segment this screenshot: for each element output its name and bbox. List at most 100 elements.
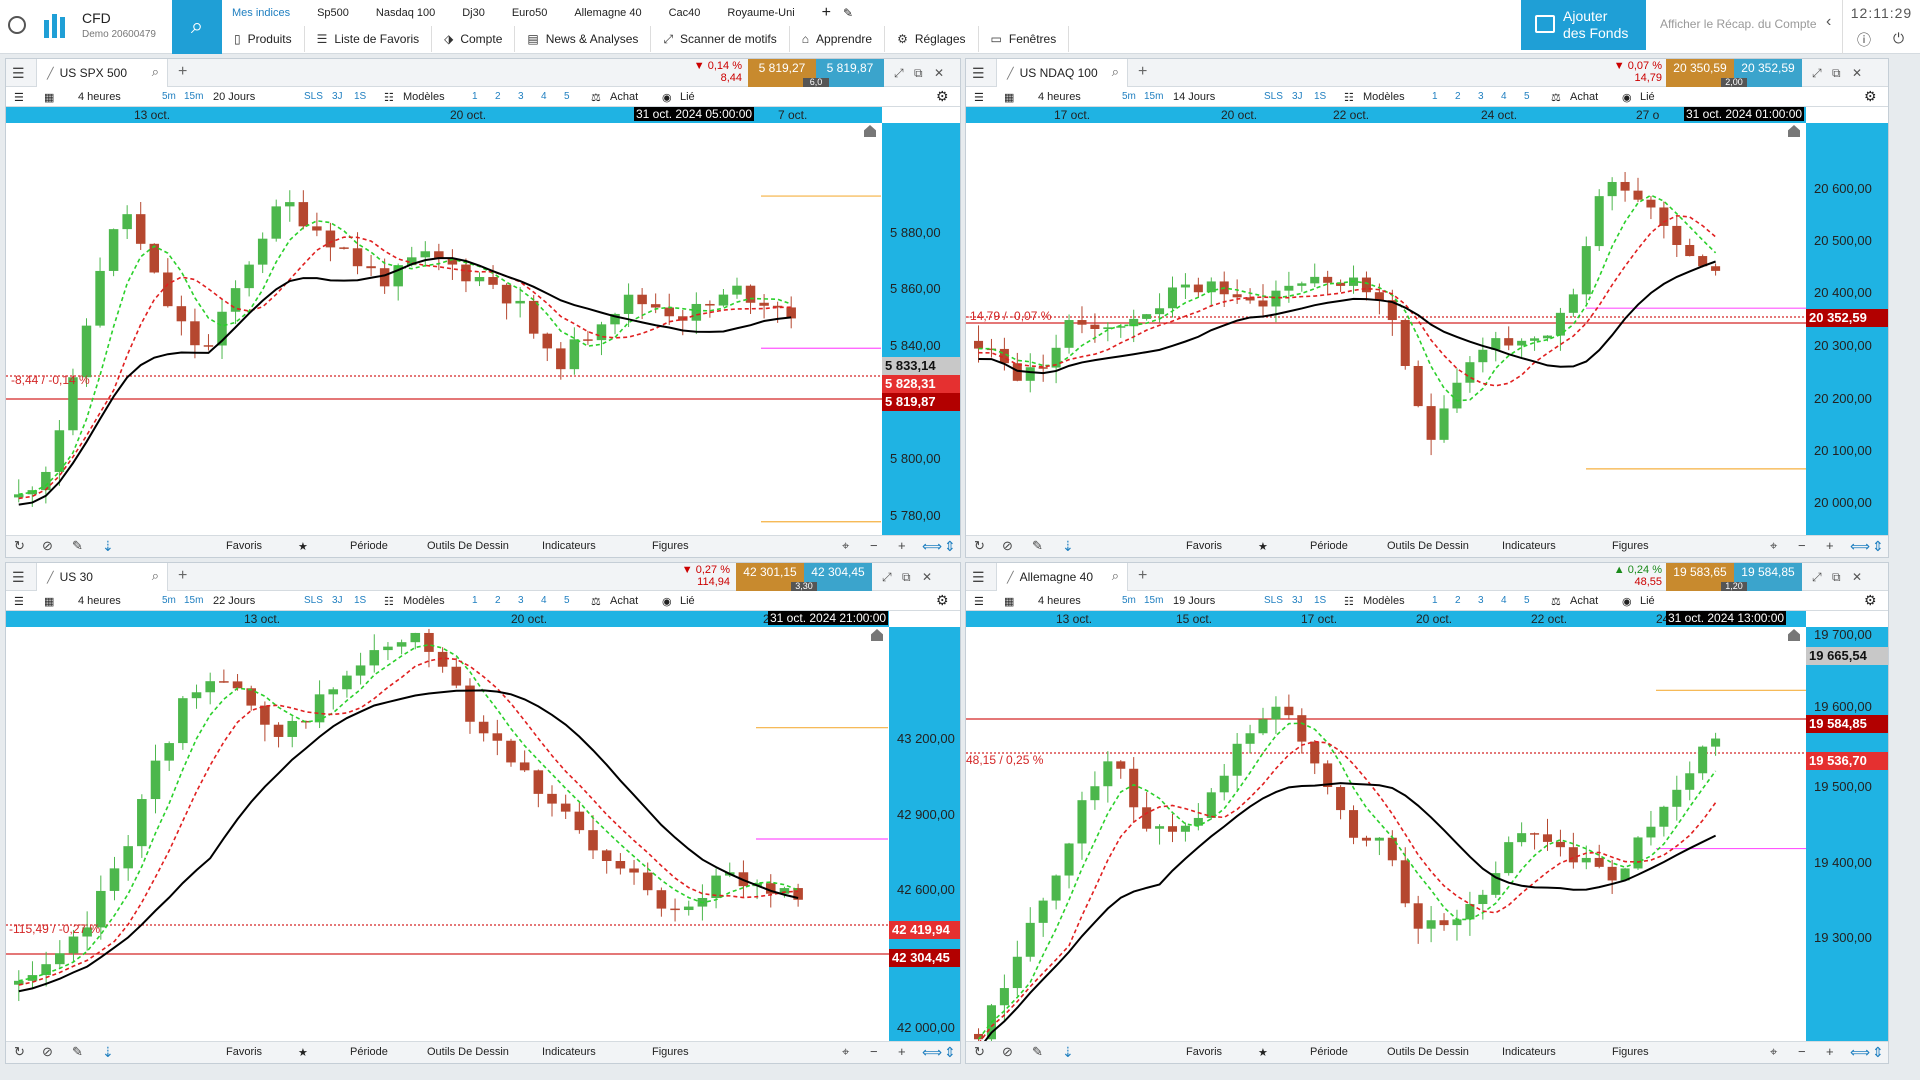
layout-1[interactable]: 1: [472, 91, 478, 102]
zoom-in-icon[interactable]: +: [898, 1044, 906, 1059]
pencil-icon[interactable]: ✎: [1032, 1044, 1043, 1059]
indicators-button[interactable]: Indicateurs: [1502, 540, 1556, 552]
star-icon[interactable]: ★: [298, 541, 308, 553]
figures-button[interactable]: Figures: [1612, 540, 1649, 552]
periode-button[interactable]: Période: [350, 540, 388, 552]
instrument-tab[interactable]: ╱ US 30 ⌕: [36, 563, 168, 591]
zoom-in-icon[interactable]: +: [1826, 538, 1834, 553]
list-icon[interactable]: ☰: [14, 596, 24, 608]
figures-button[interactable]: Figures: [652, 1046, 689, 1058]
favoris-button[interactable]: Favoris: [1186, 1046, 1223, 1058]
price-axis[interactable]: 5 880,00 5 860,00 5 840,00 5 800,00 5 780,00…: [882, 123, 960, 535]
range-sls[interactable]: SLS: [304, 91, 323, 102]
fit-v-icon[interactable]: ⇕: [1872, 1044, 1884, 1060]
fit-v-icon[interactable]: ⇕: [944, 1044, 956, 1060]
refresh-icon[interactable]: ↻: [974, 1044, 985, 1059]
zoom-in-icon[interactable]: +: [898, 538, 906, 553]
link-icon[interactable]: ◉: [662, 596, 672, 608]
instrument-tab[interactable]: ╱ US NDAQ 100 ⌕: [996, 59, 1128, 87]
indicators-button[interactable]: Indicateurs: [1502, 1046, 1556, 1058]
nav-reglages[interactable]: ⚙ Réglages: [885, 26, 979, 52]
add-tab-icon[interactable]: +: [1138, 63, 1148, 80]
cursor-icon[interactable]: ⇣: [1062, 538, 1074, 554]
layout-3[interactable]: 3: [518, 595, 524, 606]
nav-favoris[interactable]: ☰ Liste de Favoris: [305, 26, 433, 52]
layout-5[interactable]: 5: [1524, 595, 1530, 606]
range-sls[interactable]: SLS: [1264, 91, 1283, 102]
expand-icon[interactable]: ⤢: [1812, 570, 1822, 584]
settings-icon[interactable]: ⚙: [1864, 88, 1877, 104]
timeframe-select[interactable]: 4 heures: [78, 91, 121, 103]
info-icon[interactable]: ⓘ: [1857, 32, 1871, 48]
settings-icon[interactable]: ⚙: [936, 88, 949, 104]
user-icon[interactable]: [8, 16, 26, 34]
favoris-button[interactable]: Favoris: [1186, 540, 1223, 552]
price-axis[interactable]: 19 700,00 19 600,00 19 500,00 19 400,00 19 3…: [1806, 627, 1888, 1041]
layout-2[interactable]: 2: [495, 91, 501, 102]
power-icon[interactable]: ⏻: [1893, 30, 1905, 46]
star-icon[interactable]: ★: [1258, 541, 1268, 553]
grid-icon[interactable]: ▦: [44, 92, 55, 104]
search-icon[interactable]: ⌕: [1111, 64, 1119, 79]
block-icon[interactable]: ⊘: [42, 1044, 53, 1059]
indicators-button[interactable]: Indicateurs: [542, 540, 596, 552]
layout-3[interactable]: 3: [1478, 91, 1484, 102]
index-link-euro50[interactable]: Euro50: [511, 7, 548, 19]
layout-2[interactable]: 2: [1455, 595, 1461, 606]
tf-5m[interactable]: 5m: [1122, 595, 1136, 606]
chart-area[interactable]: [6, 123, 882, 535]
block-icon[interactable]: ⊘: [42, 538, 53, 553]
menu-icon[interactable]: ☰: [12, 65, 25, 81]
block-icon[interactable]: ⊘: [1002, 1044, 1013, 1059]
tf-5m[interactable]: 5m: [162, 91, 176, 102]
figures-button[interactable]: Figures: [1612, 1046, 1649, 1058]
range-sls[interactable]: SLS: [304, 595, 323, 606]
linked-label[interactable]: Lié: [680, 91, 695, 103]
figures-button[interactable]: Figures: [652, 540, 689, 552]
periode-button[interactable]: Période: [1310, 540, 1348, 552]
nav-compte[interactable]: ⬗ Compte: [432, 26, 516, 52]
search-icon[interactable]: ⌕: [151, 64, 159, 79]
crosshair-icon[interactable]: ⌖: [1770, 538, 1778, 553]
zoom-out-icon[interactable]: −: [1798, 1044, 1806, 1059]
grid-icon[interactable]: ▦: [1004, 92, 1015, 104]
drawing-tools-button[interactable]: Outils De Dessin: [1387, 540, 1469, 552]
chart-area[interactable]: [6, 627, 889, 1041]
tf-5m[interactable]: 5m: [1122, 91, 1136, 102]
home-icon[interactable]: [1788, 629, 1800, 641]
drawing-tools-button[interactable]: Outils De Dessin: [1387, 1046, 1469, 1058]
models-select[interactable]: Modèles: [1363, 595, 1405, 607]
buy-button[interactable]: Achat: [610, 91, 639, 103]
list-icon[interactable]: ☰: [974, 596, 984, 608]
close-icon[interactable]: ✕: [922, 570, 933, 584]
home-icon[interactable]: [864, 125, 876, 137]
chart-area[interactable]: [966, 627, 1806, 1041]
menu-icon[interactable]: ☰: [12, 569, 25, 585]
buy-price-button[interactable]: 42 304,45: [804, 563, 872, 591]
fit-h-icon[interactable]: ⟺: [1850, 1044, 1871, 1060]
tf-5m[interactable]: 5m: [162, 595, 176, 606]
range-select[interactable]: 22 Jours: [213, 595, 256, 607]
buy-button[interactable]: Achat: [1570, 595, 1599, 607]
pencil-icon[interactable]: ✎: [1032, 538, 1043, 553]
price-axis[interactable]: 43 200,00 42 900,00 42 600,00 42 000,00 42 4…: [889, 627, 960, 1041]
tf-15m[interactable]: 15m: [184, 91, 204, 102]
home-icon[interactable]: [1788, 125, 1800, 137]
tf-15m[interactable]: 15m: [1144, 595, 1164, 606]
range-1s[interactable]: 1S: [1314, 595, 1327, 606]
index-link-mes-indices[interactable]: Mes indices: [232, 7, 291, 19]
layout-1[interactable]: 1: [472, 595, 478, 606]
list-icon[interactable]: ☰: [974, 92, 984, 104]
refresh-icon[interactable]: ↻: [14, 538, 25, 553]
account-section[interactable]: CFD Demo 20600479: [0, 0, 172, 54]
favoris-button[interactable]: Favoris: [226, 1046, 263, 1058]
range-1s[interactable]: 1S: [354, 91, 367, 102]
drawing-tools-button[interactable]: Outils De Dessin: [427, 540, 509, 552]
nav-fenetres[interactable]: ▭ Fenêtres: [979, 26, 1070, 52]
range-3j[interactable]: 3J: [332, 91, 343, 102]
models-icon[interactable]: ☷: [384, 596, 394, 608]
star-icon[interactable]: ★: [1258, 1047, 1268, 1059]
layout-5[interactable]: 5: [564, 595, 570, 606]
range-3j[interactable]: 3J: [1292, 91, 1303, 102]
expand-icon[interactable]: ⤢: [882, 570, 892, 584]
